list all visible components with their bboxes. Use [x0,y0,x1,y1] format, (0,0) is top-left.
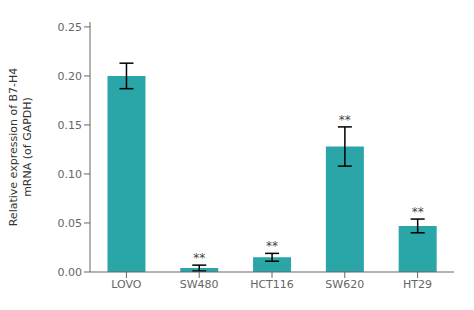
svg-text:0.10: 0.10 [58,168,83,181]
svg-text:0.20: 0.20 [58,70,83,83]
svg-text:SW480: SW480 [180,278,219,291]
svg-text:**: ** [266,239,278,253]
svg-text:LOVO: LOVO [111,278,142,291]
svg-text:0.25: 0.25 [58,21,83,34]
svg-text:Relative expression of B7-H4mR: Relative expression of B7-H4mRNA (of GAP… [8,68,34,227]
svg-text:HT29: HT29 [403,278,432,291]
svg-text:HCT116: HCT116 [250,278,294,291]
svg-text:SW620: SW620 [325,278,364,291]
svg-text:0.05: 0.05 [58,217,83,230]
svg-text:**: ** [193,251,205,265]
svg-text:0.00: 0.00 [58,266,83,279]
svg-text:**: ** [339,113,351,127]
svg-text:0.15: 0.15 [58,119,83,132]
svg-text:**: ** [412,205,424,219]
